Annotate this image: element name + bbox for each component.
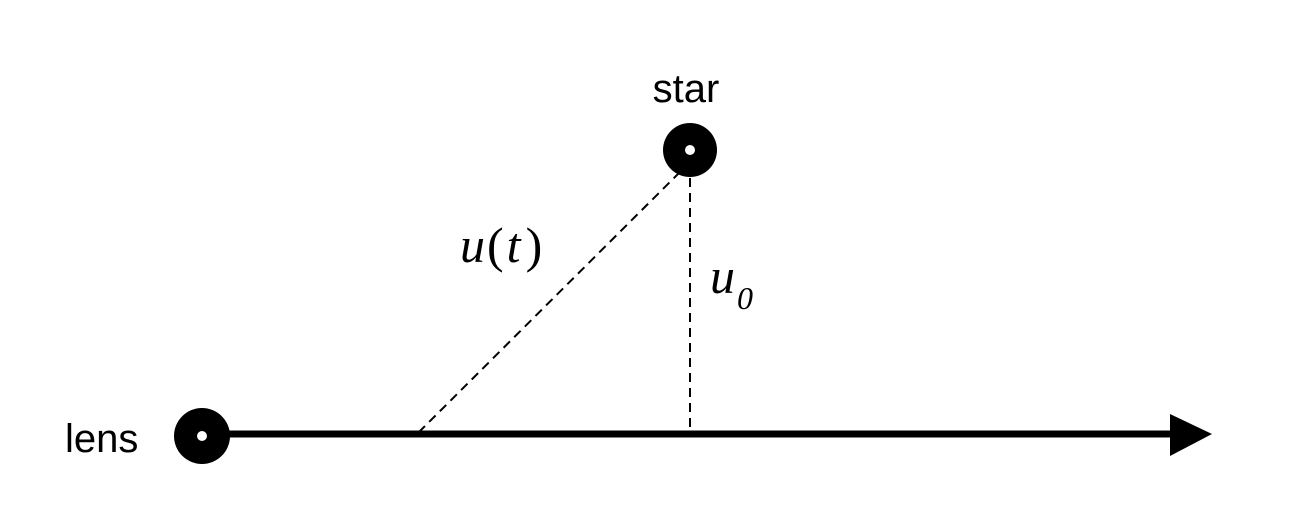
ut-var: u xyxy=(460,217,485,273)
star-label: star xyxy=(653,67,720,111)
ut-label: u(t) xyxy=(460,217,542,273)
ut-dashed-line xyxy=(418,171,681,433)
ut-paren-open: ( xyxy=(487,217,504,273)
star-marker xyxy=(663,123,717,177)
u0-label: u0 xyxy=(710,248,753,316)
trajectory-arrowhead xyxy=(1170,414,1212,456)
ut-paren-close: ) xyxy=(526,217,543,273)
lens-label: lens xyxy=(65,417,138,461)
u0-var: u xyxy=(710,248,735,304)
ut-arg: t xyxy=(507,217,522,273)
u0-subscript: 0 xyxy=(737,280,753,316)
lens-marker xyxy=(174,408,230,464)
